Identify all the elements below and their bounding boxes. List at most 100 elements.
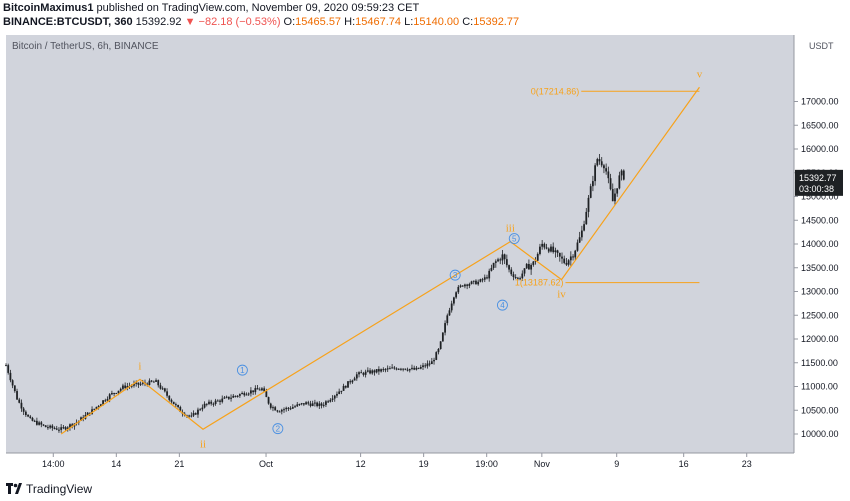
candle-body	[115, 393, 118, 395]
candle-body	[596, 159, 599, 166]
candle-body	[148, 380, 151, 385]
candle-body	[267, 397, 270, 404]
candle-body	[611, 189, 614, 202]
candle-body	[340, 390, 343, 392]
candle-body	[47, 427, 49, 429]
candle-body	[459, 285, 462, 287]
x-tick-label: 16	[679, 459, 689, 469]
candle-body	[69, 424, 71, 428]
candle-body	[486, 277, 488, 279]
candle-body	[124, 385, 127, 388]
candle-body	[311, 403, 314, 406]
candle-body	[342, 385, 345, 391]
candle-body	[338, 391, 341, 394]
candle-body	[80, 417, 82, 421]
candle-body	[351, 380, 354, 383]
elliott-wave-line	[60, 86, 700, 435]
candle-body	[197, 409, 199, 415]
candle-body	[53, 427, 56, 429]
candle-body	[349, 381, 352, 383]
candle-body	[203, 403, 206, 408]
candle-body	[71, 424, 74, 427]
candle-body	[499, 259, 502, 261]
author-name[interactable]: BitcoinMaximus1	[3, 2, 94, 14]
candle-body	[386, 368, 389, 370]
candle-body	[285, 407, 288, 410]
price-tag	[795, 169, 843, 196]
candle-body	[307, 402, 310, 404]
candle-body	[505, 259, 508, 266]
high-value: 15467.74	[355, 16, 402, 28]
candle-body	[141, 382, 144, 384]
candle-body	[470, 281, 473, 285]
candle-body	[510, 269, 513, 275]
x-tick-label: 23	[742, 459, 752, 469]
candle-body	[91, 409, 93, 415]
candle-body	[598, 159, 601, 162]
candle-body	[320, 403, 323, 406]
candle-body	[528, 263, 530, 270]
candle-body	[122, 385, 124, 389]
candle-body	[572, 256, 574, 258]
candle-body	[353, 378, 356, 381]
candle-body	[95, 406, 98, 409]
candle-body	[461, 285, 464, 287]
candle-body	[62, 427, 65, 429]
candle-body	[104, 400, 107, 402]
candle-body	[391, 367, 394, 369]
publish-info: BitcoinMaximus1 published on TradingView…	[3, 2, 419, 14]
candle-body	[161, 388, 164, 390]
y-tick-label: 14500.00	[801, 215, 839, 225]
y-tick-label: 10000.00	[801, 429, 839, 439]
candle-body	[280, 409, 283, 412]
candle-body	[31, 417, 34, 421]
candle-body	[269, 403, 272, 408]
candle-body	[252, 390, 255, 393]
candle-body	[622, 170, 625, 180]
subwave-marker	[496, 299, 508, 311]
candle-body	[406, 369, 409, 371]
subwave-label: 1	[240, 366, 245, 375]
footer-brand[interactable]: TradingView	[26, 482, 93, 496]
candle-body	[205, 403, 208, 405]
candle-body	[479, 279, 482, 282]
candle-body	[278, 411, 281, 413]
candle-body	[444, 323, 446, 333]
candle-body	[170, 399, 173, 402]
x-tick-label: 14	[111, 459, 121, 469]
candle-body	[190, 415, 193, 417]
tradingview-logo-icon	[6, 483, 22, 494]
x-tick-label: Oct	[259, 459, 274, 469]
candle-body	[550, 246, 552, 252]
candle-body	[38, 422, 40, 425]
candle-body	[404, 368, 407, 370]
candle-body	[35, 420, 38, 425]
candle-body	[435, 352, 438, 360]
candle-body	[261, 388, 263, 391]
candle-body	[18, 399, 21, 403]
candle-body	[618, 175, 621, 189]
candle-body	[441, 332, 444, 342]
candle-body	[395, 368, 398, 370]
candle-body	[174, 404, 177, 406]
candle-body	[576, 242, 579, 251]
price-change: ▼ −82.18 (−0.53%)	[184, 16, 281, 28]
candle-body	[64, 427, 67, 430]
candle-body	[437, 348, 440, 353]
candle-body	[24, 411, 27, 415]
candle-body	[439, 341, 442, 349]
candle-body	[578, 237, 581, 243]
candle-body	[561, 256, 563, 259]
candle-body	[556, 250, 559, 253]
candle-body	[545, 247, 548, 249]
candle-body	[188, 415, 191, 417]
candle-body	[355, 374, 358, 379]
candle-body	[609, 178, 612, 190]
candle-body	[336, 393, 338, 396]
candle-body	[194, 413, 197, 415]
candle-body	[408, 368, 411, 371]
price-chart[interactable]: Bitcoin / TetherUS, 6h, BINANCE USDT 17000…	[0, 33, 850, 480]
x-tick-label: 12	[356, 459, 366, 469]
candle-body	[452, 297, 455, 304]
candle-body	[137, 382, 140, 385]
